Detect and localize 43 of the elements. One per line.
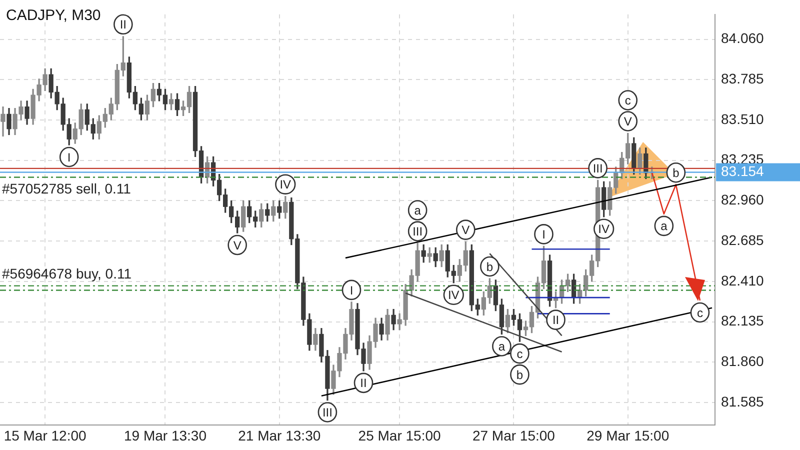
y-tick-label: 82.960 [721, 192, 764, 208]
x-tick-label: 15 Mar 12:00 [4, 427, 87, 444]
annotation: IV [448, 288, 460, 302]
y-tick-label: 84.060 [721, 30, 764, 46]
chart-title: CADJPY, M30 [6, 7, 101, 24]
annotation: III [322, 406, 332, 420]
annotation: V [462, 223, 470, 238]
ref-line-label: #57052785 sell, 0.11 [2, 180, 132, 196]
annotation: II [360, 376, 367, 390]
y-tick-label: 81.860 [721, 352, 764, 369]
annotation: a [414, 204, 422, 218]
ref-line-label: #56964678 buy, 0.11 [2, 266, 132, 282]
y-tick-label: 82.410 [721, 272, 764, 288]
annotation: I [542, 228, 546, 242]
y-tick-label: 82.135 [721, 312, 764, 329]
annotation: II [552, 313, 560, 328]
ref-line-label: 83.154 [721, 163, 764, 180]
annotation: b [516, 368, 524, 382]
y-tick-label: 83.510 [721, 110, 764, 127]
annotation: c [696, 306, 703, 320]
annotation: b [672, 166, 680, 180]
annotation: III [412, 224, 423, 239]
y-tick-label: 83.785 [721, 70, 764, 87]
x-tick-label: 19 Mar 13:30 [124, 427, 207, 444]
annotation: V [624, 114, 632, 129]
annotation: I [67, 150, 71, 164]
x-tick-label: 25 Mar 15:00 [358, 427, 442, 444]
y-tick-label: 82.685 [721, 232, 764, 248]
annotation: IV [598, 222, 610, 236]
x-tick-label: 29 Mar 15:00 [586, 427, 670, 444]
annotation: a [660, 219, 668, 234]
x-tick-label: 27 Mar 15:00 [472, 427, 556, 444]
y-tick-label: 81.585 [721, 393, 764, 410]
annotation: II [120, 18, 127, 32]
annotation: c [516, 346, 523, 361]
x-tick-label: 21 Mar 13:30 [238, 427, 321, 444]
annotation: III [592, 162, 603, 176]
annotation: IV [280, 178, 292, 192]
annotation: V [233, 238, 242, 252]
annotation: I [350, 283, 354, 298]
annotation: c [624, 94, 631, 108]
annotation: a [498, 340, 506, 354]
annotation: b [486, 260, 494, 274]
